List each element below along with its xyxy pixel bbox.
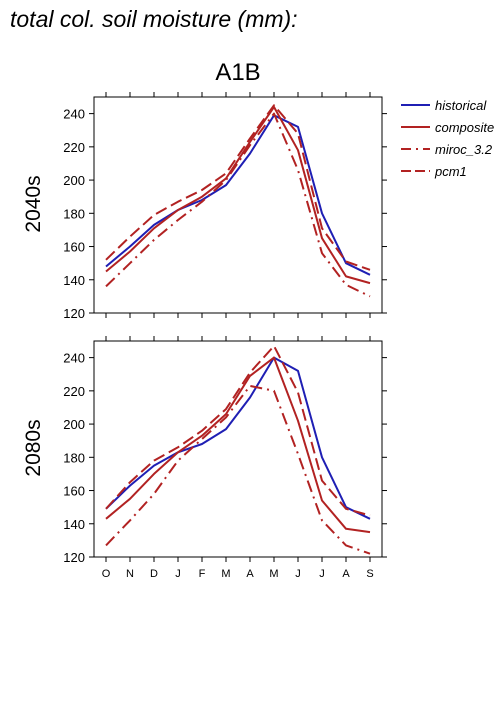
x-tick-label: S <box>366 568 373 580</box>
x-tick-label: A <box>246 568 254 580</box>
plot-frame <box>93 340 383 558</box>
x-tick-label: D <box>150 568 158 580</box>
legend-label: pcm1 <box>434 164 467 179</box>
y-tick-label: 240 <box>63 351 85 366</box>
panel-2080s: 2080s O N D J F M A M J J A S 120 140 160 180 200 220 240 <box>22 336 387 580</box>
legend: historical composite miroc_3.2 pcm1 <box>401 98 494 179</box>
y-tick-label: 160 <box>63 484 85 499</box>
y-tick-label: 220 <box>63 140 85 155</box>
y-tick-label: 120 <box>63 550 85 565</box>
x-tick-label: M <box>269 568 278 580</box>
y-tick-label: 160 <box>63 240 85 255</box>
y-tick-label: 140 <box>63 517 85 532</box>
row-label-2040s: 2040s <box>22 175 45 232</box>
y-tick-label: 180 <box>63 206 85 221</box>
series-line-composite <box>105 106 371 285</box>
y-tick-label: 200 <box>63 173 85 188</box>
series-line-pcm1 <box>105 345 371 517</box>
row-label-2080s: 2080s <box>22 419 45 476</box>
legend-label: composite <box>435 120 494 135</box>
x-tick-label: O <box>102 568 111 580</box>
plot-frame <box>93 96 383 314</box>
series-line-pcm1 <box>105 104 371 271</box>
legend-label: miroc_3.2 <box>435 142 493 157</box>
x-tick-label: F <box>199 568 206 580</box>
series-line-historical <box>105 114 371 276</box>
y-tick-label: 120 <box>63 306 85 321</box>
series-line-composite <box>105 356 371 534</box>
series-line-miroc-3-2 <box>105 112 371 298</box>
y-tick-label: 180 <box>63 450 85 465</box>
x-tick-label: J <box>295 568 301 580</box>
legend-label: historical <box>435 98 487 113</box>
series-line-historical <box>105 356 371 520</box>
y-tick-label: 240 <box>63 107 85 122</box>
y-tick-label: 200 <box>63 417 85 432</box>
x-tick-label: J <box>175 568 181 580</box>
series-line-miroc-3-2 <box>105 384 371 555</box>
scenario-title: A1B <box>215 59 260 86</box>
y-tick-label: 140 <box>63 273 85 288</box>
x-tick-label: J <box>319 568 325 580</box>
y-tick-label: 220 <box>63 384 85 399</box>
panel-2040s: 2040s 120 140 160 180 200 220 240 <box>22 92 387 321</box>
x-tick-label: M <box>221 568 230 580</box>
x-tick-label: A <box>342 568 350 580</box>
x-tick-label: N <box>126 568 134 580</box>
figure-title: total col. soil moisture (mm): <box>10 6 298 32</box>
